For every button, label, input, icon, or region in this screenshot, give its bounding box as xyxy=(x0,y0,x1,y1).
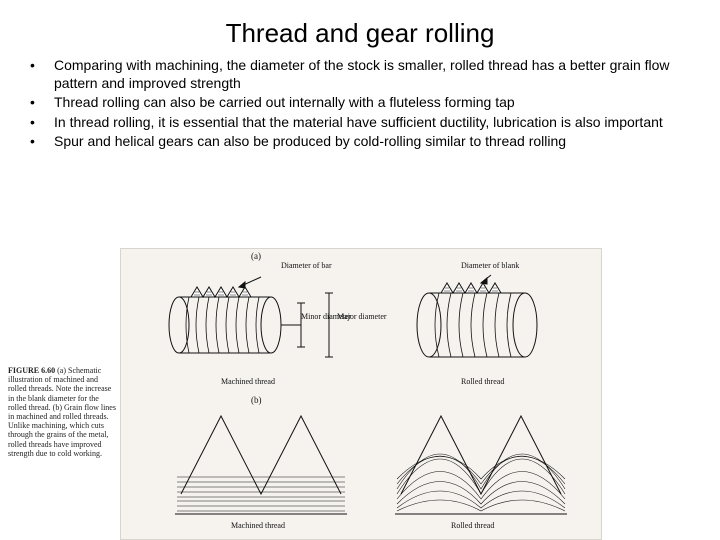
label-major-diameter: Major diameter xyxy=(337,313,377,321)
label-machined-thread-bottom: Machined thread xyxy=(231,521,285,530)
figure-label-a: (a) xyxy=(251,251,261,261)
schematic-b xyxy=(131,404,591,524)
bullet-text: Spur and helical gears can also be produ… xyxy=(54,133,692,151)
figure-area: (a) Diameter of bar Diameter of blank xyxy=(0,248,720,540)
bullet-list: • Comparing with machining, the diameter… xyxy=(28,57,692,151)
bullet-marker: • xyxy=(28,57,54,92)
label-minor-diameter: Minor diameter xyxy=(301,313,341,321)
label-diameter-blank: Diameter of blank xyxy=(461,261,519,270)
label-diameter-bar: Diameter of bar xyxy=(281,261,332,270)
list-item: • Spur and helical gears can also be pro… xyxy=(28,133,692,151)
list-item: • In thread rolling, it is essential tha… xyxy=(28,114,692,132)
page-title: Thread and gear rolling xyxy=(0,18,720,49)
label-machined-thread-top: Machined thread xyxy=(221,377,275,386)
figure-panel: (a) Diameter of bar Diameter of blank xyxy=(120,248,602,540)
caption-heading: FIGURE 6.60 xyxy=(8,366,55,375)
figure-caption: FIGURE 6.60 (a) Schematic illustration o… xyxy=(8,366,118,458)
schematic-a xyxy=(131,273,591,383)
label-rolled-thread-bottom: Rolled thread xyxy=(451,521,494,530)
bullet-text: In thread rolling, it is essential that … xyxy=(54,114,692,132)
caption-body: (a) Schematic illustration of machined a… xyxy=(8,366,116,458)
bullet-text: Comparing with machining, the diameter o… xyxy=(54,57,692,92)
bullet-marker: • xyxy=(28,133,54,151)
list-item: • Thread rolling can also be carried out… xyxy=(28,94,692,112)
label-rolled-thread-top: Rolled thread xyxy=(461,377,504,386)
list-item: • Comparing with machining, the diameter… xyxy=(28,57,692,92)
bullet-text: Thread rolling can also be carried out i… xyxy=(54,94,692,112)
bullet-marker: • xyxy=(28,114,54,132)
bullet-marker: • xyxy=(28,94,54,112)
